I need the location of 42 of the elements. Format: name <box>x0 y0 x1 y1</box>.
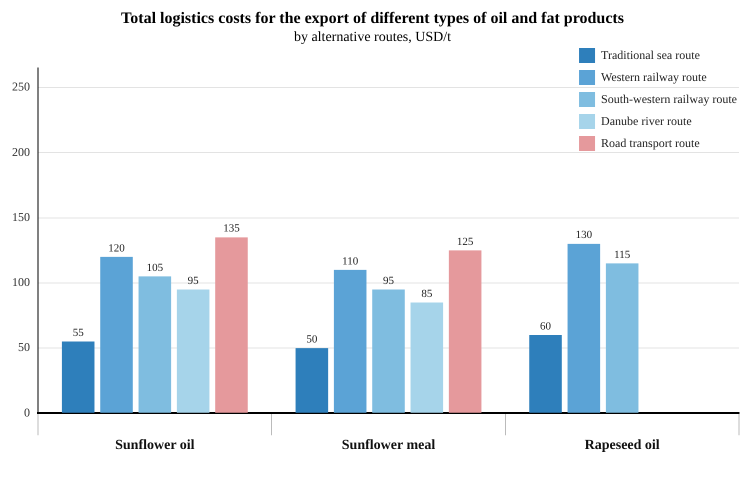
bar <box>448 250 482 413</box>
bar <box>215 237 248 413</box>
data-label: 95 <box>188 274 200 287</box>
bar <box>334 270 366 413</box>
data-label: 120 <box>108 242 126 254</box>
x-tick-label: Sunflower meal <box>342 438 436 454</box>
y-tick-label: 200 <box>12 144 30 159</box>
bar <box>100 256 133 413</box>
bar <box>176 289 210 413</box>
x-tick-label: Sunflower oil <box>115 438 195 454</box>
data-label: 125 <box>456 236 474 248</box>
data-label: 55 <box>72 326 84 339</box>
legend-label: Road transport route <box>601 136 700 150</box>
x-tick-label: Rapeseed oil <box>584 438 660 454</box>
bar <box>62 342 94 413</box>
data-label: 115 <box>614 248 631 261</box>
data-label: 110 <box>342 255 359 268</box>
bar <box>606 263 638 413</box>
data-label: 105 <box>146 262 164 274</box>
legend-label: Danube river route <box>601 114 692 128</box>
bar <box>568 244 600 413</box>
y-tick-label: 150 <box>12 210 30 224</box>
legend-label: Traditional sea route <box>601 48 700 62</box>
y-tick-label: 100 <box>12 275 30 290</box>
chart-subtitle: by alternative routes, USD/t <box>292 30 452 46</box>
y-tick-label: 0 <box>24 405 30 420</box>
y-tick-label: 250 <box>12 80 30 94</box>
bar <box>138 276 172 413</box>
bar <box>296 348 328 413</box>
bar <box>410 302 444 413</box>
bar <box>372 289 405 413</box>
data-label: 85 <box>421 288 433 300</box>
chart-title: Total logistics costs for the export of different types of oil and fat products <box>120 10 625 28</box>
data-label: 95 <box>383 274 394 287</box>
data-label: 130 <box>576 229 593 242</box>
bar <box>529 335 562 413</box>
legend-label: Western railway route <box>601 70 707 84</box>
data-label: 50 <box>306 333 318 346</box>
y-tick-label: 50 <box>18 340 30 354</box>
data-label: 60 <box>540 320 552 332</box>
legend-label: South-western railway route <box>601 92 738 106</box>
data-label: 135 <box>223 222 240 235</box>
